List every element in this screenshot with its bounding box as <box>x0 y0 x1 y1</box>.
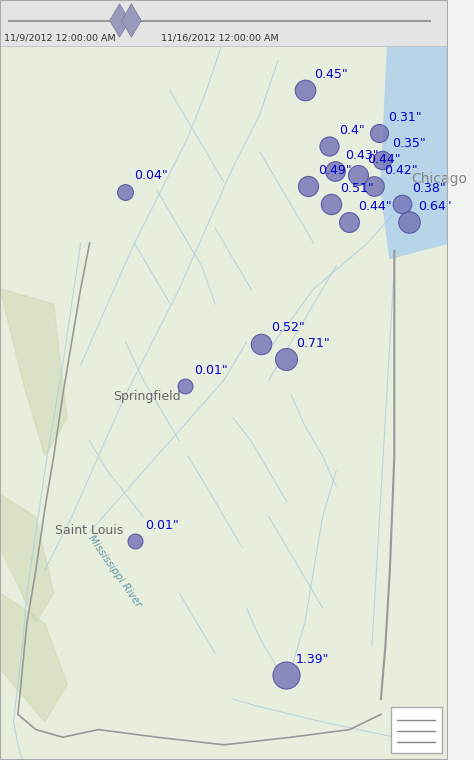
Text: Chicago: Chicago <box>411 172 467 185</box>
Point <box>331 165 339 177</box>
Point <box>282 353 290 365</box>
Polygon shape <box>381 0 448 258</box>
Text: Saint Louis: Saint Louis <box>55 524 123 537</box>
Text: 11/16/2012 12:00:00 AM: 11/16/2012 12:00:00 AM <box>161 33 279 43</box>
Text: 0.49": 0.49" <box>318 164 352 177</box>
Point <box>370 180 378 192</box>
Point <box>304 180 312 192</box>
Point <box>375 127 383 139</box>
Text: 11/9/2012 12:00:00 AM: 11/9/2012 12:00:00 AM <box>4 33 116 43</box>
Text: 0.35": 0.35" <box>392 138 425 150</box>
Text: 0.01": 0.01" <box>145 519 179 532</box>
Text: 0.71": 0.71" <box>296 337 329 350</box>
Point <box>121 185 128 198</box>
Polygon shape <box>0 494 54 623</box>
Text: 0.31": 0.31" <box>389 111 422 124</box>
Text: 0.51": 0.51" <box>341 182 374 195</box>
Text: 1.39": 1.39" <box>296 653 329 666</box>
Point <box>301 84 309 96</box>
Text: 0.42": 0.42" <box>384 164 418 177</box>
Text: 0.43": 0.43" <box>345 149 379 162</box>
Point <box>181 380 189 392</box>
Text: 0.44": 0.44" <box>358 200 392 213</box>
Text: 0.64": 0.64" <box>419 200 452 213</box>
Polygon shape <box>121 4 141 37</box>
Bar <box>0 0 448 46</box>
Text: 0.4": 0.4" <box>339 124 365 137</box>
Point <box>257 337 264 350</box>
Point <box>399 198 406 210</box>
Text: Madison: Madison <box>193 8 246 21</box>
Point <box>132 535 139 547</box>
Text: 0.04": 0.04" <box>135 169 168 182</box>
Text: Springfield: Springfield <box>113 390 181 404</box>
Point <box>378 154 385 166</box>
Point <box>345 216 353 228</box>
Point <box>405 216 412 228</box>
Text: Milwaukee: Milwaukee <box>337 8 402 21</box>
Text: 0.45": 0.45" <box>315 68 348 81</box>
Text: Mississippi River: Mississippi River <box>86 534 143 610</box>
Text: 0.38": 0.38" <box>412 182 446 195</box>
Text: 0.44": 0.44" <box>367 153 401 166</box>
Point <box>354 169 361 181</box>
Point <box>282 669 290 681</box>
Polygon shape <box>0 593 67 722</box>
Polygon shape <box>0 289 67 456</box>
Text: 0.52": 0.52" <box>271 321 304 334</box>
Point <box>326 140 333 152</box>
Text: 0.01": 0.01" <box>194 364 228 377</box>
Polygon shape <box>109 4 129 37</box>
FancyBboxPatch shape <box>391 707 442 753</box>
Point <box>327 198 335 210</box>
